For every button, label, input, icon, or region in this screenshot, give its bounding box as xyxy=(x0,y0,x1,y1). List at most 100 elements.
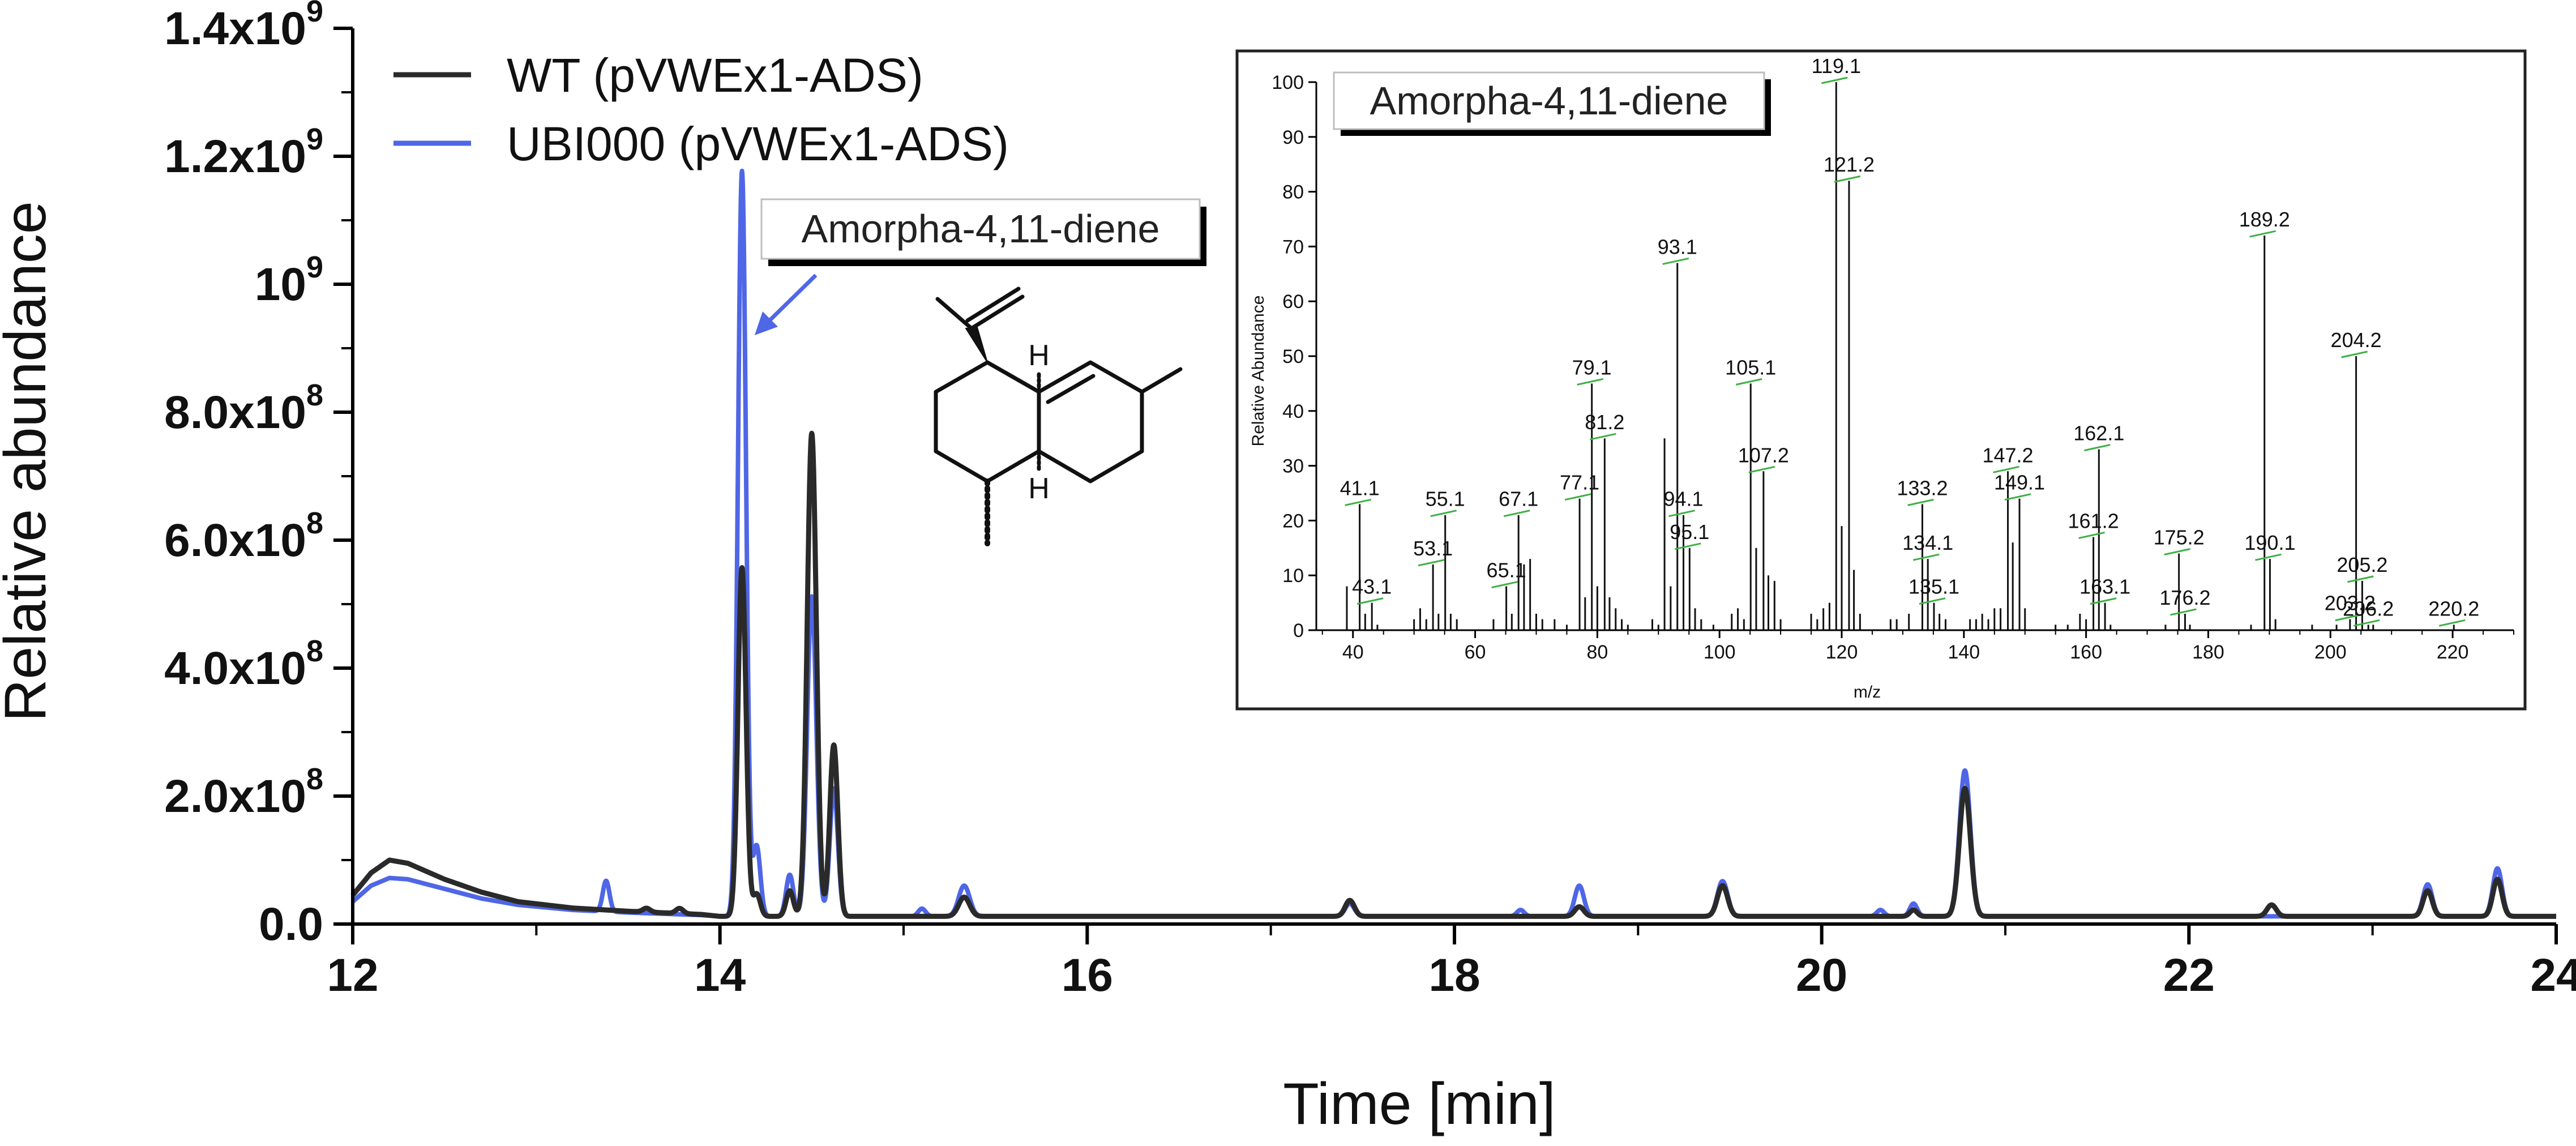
peak-annotation-box xyxy=(760,198,1201,260)
structure-ring-double-bond xyxy=(1046,374,1096,404)
peak-label-leader xyxy=(2170,608,2197,616)
inset-title-box xyxy=(1333,71,1765,130)
peak-label-leader xyxy=(1993,465,2019,473)
peak-label-leader xyxy=(2347,575,2374,583)
peak-label: 189.2 xyxy=(2239,208,2290,231)
inset-x-tick-label: 80 xyxy=(1586,642,1608,663)
peak-label-leader xyxy=(1907,498,1934,506)
y-tick-label: 8.0x108 xyxy=(164,378,323,438)
peak-label: 205.2 xyxy=(2337,553,2387,576)
peak-label-leader xyxy=(1357,597,1384,605)
inset-x-tick-label: 40 xyxy=(1342,642,1364,663)
mass-spectrum-inset: 40 60 80 100 120 140 160 180 200 220 0 10 20 30 40 50 60… xyxy=(1235,49,2527,711)
peak-label: 163.1 xyxy=(2079,575,2130,598)
inset-y-tick-label: 60 xyxy=(1282,291,1304,313)
peak-label-leader xyxy=(1503,510,1530,518)
peak-label-leader xyxy=(2255,553,2282,561)
legend: WT (pVWEx1-ADS) UBI000 (pVWEx1-ADS) xyxy=(393,49,1009,170)
peak-label-leader xyxy=(1662,257,1689,265)
peak-label: 65.1 xyxy=(1487,559,1526,582)
peak-label: 41.1 xyxy=(1340,476,1380,499)
peak-label-leader xyxy=(1430,510,1457,518)
inset-y-tick-label: 100 xyxy=(1272,72,1304,93)
peak-label-leader xyxy=(1821,76,1848,84)
y-tick-label: 2.0x108 xyxy=(164,762,323,822)
inset-y-tick-label: 0 xyxy=(1293,620,1304,642)
inset-y-tick-label: 90 xyxy=(1282,127,1304,148)
structure-isopropenyl-double-bond-b xyxy=(965,286,1021,323)
peak-annotation-arrowhead xyxy=(755,311,778,335)
peak-label: 147.2 xyxy=(1982,443,2033,467)
peak-label: 133.2 xyxy=(1897,476,1948,499)
y-tick-label: 1.4x109 xyxy=(164,0,323,54)
peak-label-leader xyxy=(1675,542,1701,550)
inset-x-tick-label: 60 xyxy=(1465,642,1486,663)
peak-label-leader xyxy=(2335,614,2362,622)
peak-label-leader xyxy=(2438,619,2466,627)
inset-x-tick-label: 100 xyxy=(1704,642,1736,663)
peak-label-leader xyxy=(1919,597,1946,605)
inset-y-tick-label: 10 xyxy=(1282,565,1304,587)
peak-label: 203.2 xyxy=(2325,592,2376,615)
x-tick-label: 14 xyxy=(694,950,746,1001)
peak-label-leader xyxy=(1912,553,1940,561)
peak-label: 161.2 xyxy=(2068,509,2119,532)
series-line-wt xyxy=(350,430,2558,919)
peak-label-leader xyxy=(1564,493,1591,501)
structure-isopropenyl-chain xyxy=(935,297,974,331)
peak-label-leader xyxy=(2083,444,2111,452)
x-tick-label: 24 xyxy=(2530,950,2576,1001)
inset-x-axis-label: m/z xyxy=(1854,683,1881,702)
peak-label-leader xyxy=(1345,498,1371,506)
peak-label: 175.2 xyxy=(2154,525,2205,549)
peak-annotation: Amorpha-4,11-diene xyxy=(755,198,1206,335)
chromatogram-series-group xyxy=(350,168,2558,919)
peak-label-leader xyxy=(2353,619,2380,627)
inset-x-tick-label: 180 xyxy=(2192,642,2224,663)
peak-label-leader xyxy=(1577,378,1603,386)
inset-x-tick-label: 120 xyxy=(1826,642,1858,663)
peak-label: 135.1 xyxy=(1909,575,1959,598)
inset-y-tick-label: 20 xyxy=(1282,510,1304,532)
inset-y-tick-label: 40 xyxy=(1282,401,1304,422)
chromatogram-ticks: 12 14 16 18 20 22 24 0.0 2.0x108 4.0x108 6.0x108 8.… xyxy=(164,0,2576,1001)
x-tick-label: 16 xyxy=(1062,950,1113,1001)
peak-label: 176.2 xyxy=(2159,586,2210,609)
peak-label-leader xyxy=(1418,559,1445,567)
peak-label-leader xyxy=(1668,510,1695,518)
peak-label: 105.1 xyxy=(1725,356,1776,379)
y-axis-label: Relative abundance xyxy=(0,201,58,721)
mass-spectrum-bars xyxy=(1346,82,2455,630)
y-tick-label: 1.2x109 xyxy=(164,122,323,182)
structure-h-bottom: H xyxy=(1028,472,1050,505)
peak-label: 43.1 xyxy=(1352,575,1392,598)
legend-label-ubi000: UBI000 (pVWEx1-ADS) xyxy=(507,117,1009,170)
mass-spectrum-peak-labels: 41.1 43.1 53.1 55.1 65.1 67.1 77.1 79.1 81.2 93.1… xyxy=(1340,54,2479,627)
peak-label: 206.2 xyxy=(2343,597,2394,620)
inset-frame xyxy=(1235,49,2527,711)
x-axis-label: Time [min] xyxy=(1283,1071,1556,1137)
peak-label: 119.1 xyxy=(1812,54,1861,78)
peak-label: 93.1 xyxy=(1658,235,1697,258)
peak-label: 94.1 xyxy=(1663,488,1703,511)
peak-label: 220.2 xyxy=(2428,597,2479,620)
inset-y-tick-label: 80 xyxy=(1282,182,1304,203)
inset-x-tick-label: 140 xyxy=(1948,642,1980,663)
peak-label: 77.1 xyxy=(1560,471,1599,494)
peak-label-leader xyxy=(1748,465,1775,473)
peak-label: 67.1 xyxy=(1499,488,1538,511)
peak-label: 190.1 xyxy=(2244,531,2295,554)
peak-label: 204.2 xyxy=(2331,328,2382,352)
inset-y-tick-label: 50 xyxy=(1282,346,1304,367)
peak-label: 162.1 xyxy=(2073,422,2124,445)
peak-label: 81.2 xyxy=(1585,410,1624,434)
peak-label: 107.2 xyxy=(1738,443,1789,467)
peak-label: 95.1 xyxy=(1670,520,1709,544)
inset-x-tick-label: 160 xyxy=(2070,642,2102,663)
peak-label: 149.1 xyxy=(1994,471,2045,494)
peak-annotation-label: Amorpha-4,11-diene xyxy=(802,207,1160,251)
y-tick-label: 109 xyxy=(255,250,323,310)
inset-y-tick-label: 30 xyxy=(1282,456,1304,477)
x-tick-label: 12 xyxy=(327,950,378,1001)
